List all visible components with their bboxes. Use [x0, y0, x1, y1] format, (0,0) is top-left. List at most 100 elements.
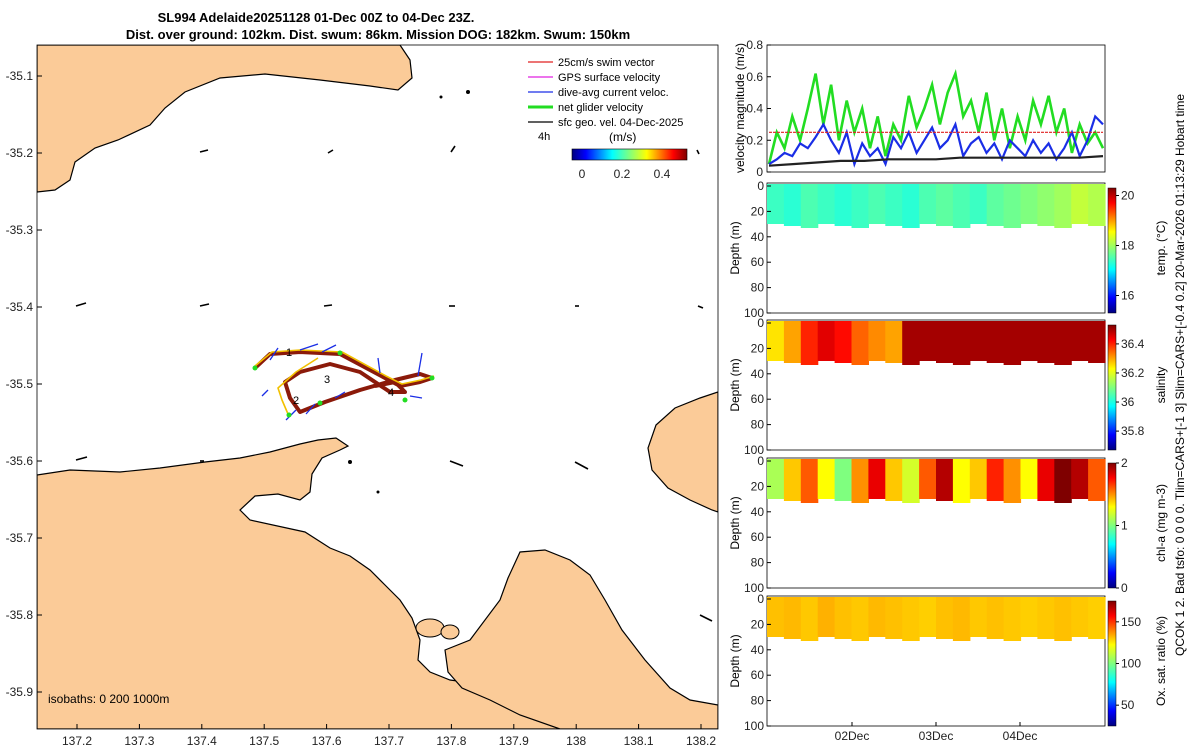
time-tick: 03Dec — [919, 729, 954, 743]
section-cell — [868, 321, 886, 361]
section-cell — [902, 321, 920, 365]
depth-tick: 100 — [744, 581, 764, 595]
section-panel-0: 0 20 40 60 80 100 Depth (m) 16 18 20 temp. (°C) — [728, 179, 1168, 320]
section-cell — [868, 184, 886, 224]
time-axis: 02Dec 03Dec 04Dec — [835, 722, 1037, 743]
depth-tick: 80 — [751, 418, 765, 432]
legend-gps: GPS surface velocity — [558, 72, 661, 84]
colorbar-tick: 0.2 — [614, 167, 631, 181]
velocity-ytick: 0.2 — [746, 133, 763, 147]
velocity-series-1 — [768, 114, 1104, 168]
side-info-text: QCOK 1 2. Bad tsfo: 0 0 0 0. Tlim=CARS+[… — [1173, 94, 1187, 656]
section-cell — [817, 597, 836, 637]
colorbar-tick: 150 — [1121, 615, 1141, 629]
section-panel-2: 0 20 40 60 80 100 Depth (m) 0 1 2 chl-a (mg m-3) — [728, 454, 1168, 595]
islet — [439, 95, 443, 99]
section-cell — [834, 597, 853, 639]
lat-axis: -35.1 -35.2 -35.3 -35.4 -35.5 -35.6 -35.7 -35.8… — [6, 69, 42, 699]
depth-tick: 0 — [757, 454, 764, 468]
section-cell — [783, 321, 802, 363]
glider-track: 1 2 3 4 — [252, 343, 435, 421]
land-southeast — [444, 549, 718, 729]
section-cell — [902, 459, 920, 503]
section-cell — [783, 597, 802, 639]
section-cell — [1020, 321, 1038, 361]
colorbar-label: Ox. sat. ratio (%) — [1154, 616, 1168, 706]
depth-tick: 100 — [744, 719, 764, 733]
depth-tick: 60 — [751, 668, 765, 682]
map-legend: 25cm/s swim vector GPS surface velocity … — [528, 57, 688, 181]
section-cell — [851, 184, 869, 228]
section-cell — [885, 459, 903, 501]
colorbar-tick: 100 — [1121, 657, 1141, 671]
depth-tick: 80 — [751, 556, 765, 570]
section-cell — [834, 184, 853, 226]
track-label-1: 1 — [286, 347, 292, 359]
section-cell — [952, 184, 971, 228]
track-label-4: 4 — [388, 387, 394, 399]
depth-tick: 80 — [751, 281, 765, 295]
isobaths-note: isobaths: 0 200 1000m — [48, 692, 169, 706]
section-cell — [1037, 321, 1055, 363]
depth-tick: 60 — [751, 392, 765, 406]
lon-tick-label: 137.6 — [312, 734, 342, 748]
section-cell — [834, 321, 853, 363]
section-cell — [1088, 459, 1106, 501]
section-panel-3: 0 20 40 60 80 100 Depth (m) 50 100 150 Ox. sat. ra… — [728, 592, 1168, 733]
section-cell — [919, 597, 937, 637]
section-cell — [969, 459, 988, 499]
depth-tick: 40 — [751, 367, 765, 381]
section-colorbar — [1107, 324, 1117, 451]
section-cell — [1054, 459, 1072, 503]
section-cell — [919, 184, 937, 224]
section-colorbar — [1107, 600, 1117, 727]
section-ylabel: Depth (m) — [728, 221, 742, 274]
section-cell — [1071, 184, 1089, 224]
legend-geo: sfc geo. vel. 04-Dec-2025 — [558, 117, 683, 129]
colorbar-label: (m/s) — [609, 130, 636, 144]
island — [415, 618, 445, 638]
section-cell — [969, 184, 988, 224]
islet — [466, 90, 470, 94]
colorbar-tick: 0.4 — [654, 167, 671, 181]
section-cell — [783, 184, 802, 226]
depth-tick: 0 — [757, 592, 764, 606]
time-tick: 02Dec — [835, 729, 870, 743]
section-ylabel: Depth (m) — [728, 358, 742, 411]
section-cell — [1003, 184, 1022, 228]
section-cell — [868, 459, 886, 499]
velocity-ytick: 0.8 — [746, 38, 763, 52]
lon-tick-label: 137.7 — [374, 734, 404, 748]
depth-tick: 100 — [744, 443, 764, 457]
depth-tick: 20 — [751, 479, 765, 493]
colorbar-tick: 50 — [1121, 698, 1135, 712]
section-cell — [800, 321, 819, 365]
section-cell — [800, 459, 819, 503]
land-north — [37, 45, 413, 193]
depth-tick: 20 — [751, 617, 765, 631]
colorbar-tick: 20 — [1121, 189, 1135, 203]
section-cell — [1088, 321, 1106, 363]
section-cell — [1088, 597, 1106, 639]
lon-tick-label: 137.5 — [249, 734, 279, 748]
section-cell — [885, 321, 903, 363]
lat-tick-label: -35.7 — [6, 531, 34, 545]
section-cell — [1071, 597, 1089, 637]
section-cell — [817, 184, 836, 224]
land-east — [647, 391, 718, 513]
section-cell — [783, 459, 802, 501]
lon-tick-label: 137.4 — [187, 734, 217, 748]
section-cell — [1020, 459, 1038, 499]
section-cell — [1020, 597, 1038, 637]
lat-tick-label: -35.4 — [6, 300, 34, 314]
section-cell — [919, 321, 937, 361]
lon-tick-label: 137.9 — [499, 734, 529, 748]
lon-tick-label: 138.1 — [624, 734, 654, 748]
section-cell — [952, 321, 971, 365]
track-label-3: 3 — [324, 374, 330, 386]
colorbar-label: temp. (°C) — [1154, 221, 1168, 276]
lon-axis: 137.2 137.3 137.4 137.5 137.6 137.7 137.8 137.9… — [62, 724, 716, 748]
section-cell — [1020, 184, 1038, 224]
title-line-2: Dist. over ground: 102km. Dist. swum: 86… — [126, 27, 630, 42]
